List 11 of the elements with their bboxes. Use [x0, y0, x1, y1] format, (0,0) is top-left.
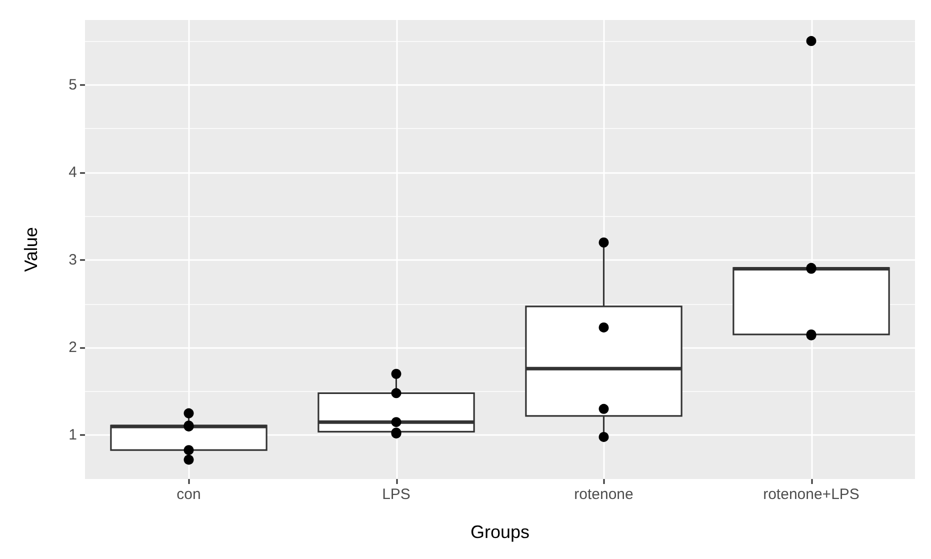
x-axis-title: Groups [470, 522, 530, 542]
y-tick-label: 5 [68, 76, 77, 94]
x-tick-label: rotenone [574, 486, 634, 503]
y-axis-title: Value [21, 227, 41, 272]
y-tick-label: 4 [68, 164, 77, 181]
y-tick-label: 2 [68, 339, 77, 356]
y-tick-label: 3 [68, 252, 77, 269]
x-tick-label: rotenone+LPS [763, 486, 860, 503]
x-tick-label: LPS [382, 486, 410, 503]
x-tick-label: con [176, 486, 201, 503]
y-tick-label: 1 [68, 426, 77, 444]
